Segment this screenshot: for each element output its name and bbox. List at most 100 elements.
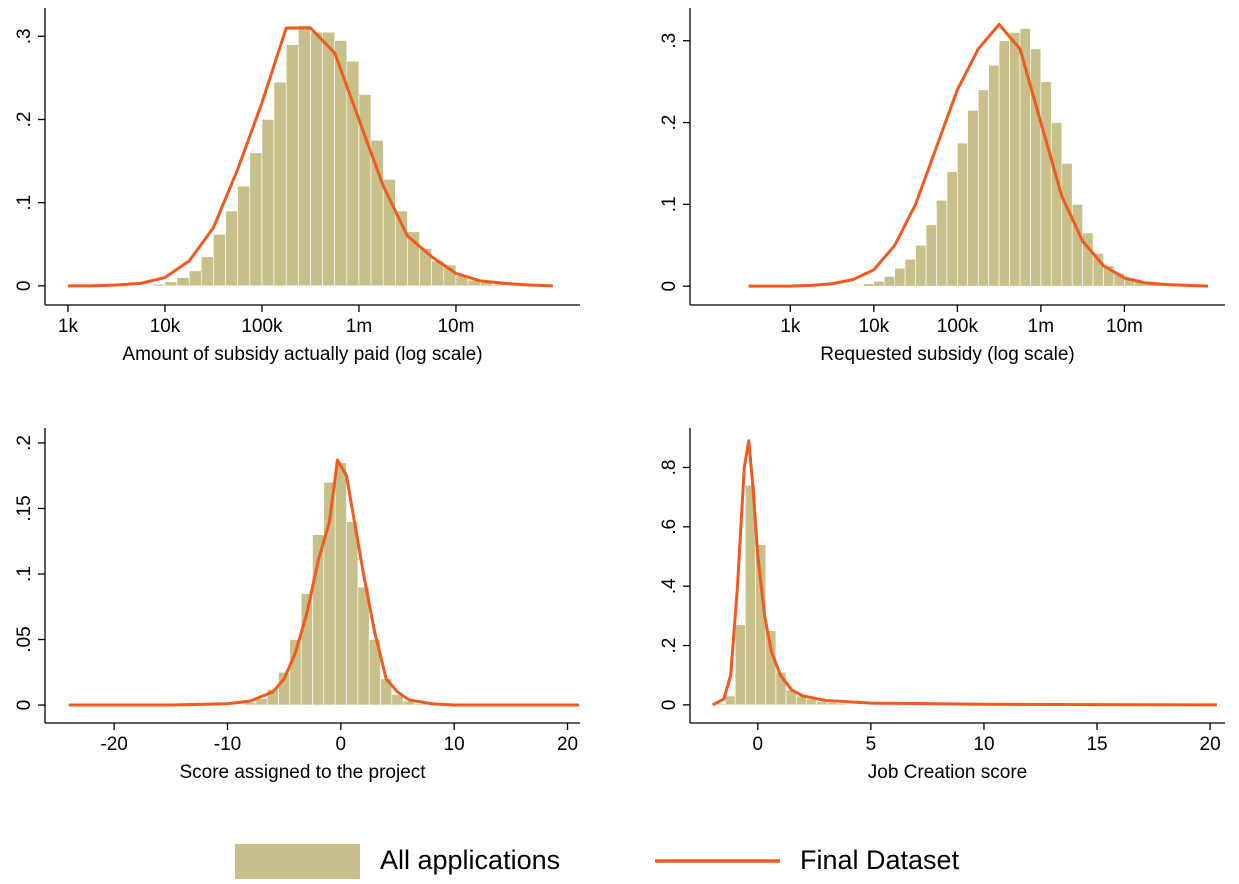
x-tick-label: 0 (336, 734, 347, 755)
panel: 0 5 10 15 20 0 .2 .4 .6 .8 Job Creation score (659, 428, 1225, 783)
y-tick-label: .8 (659, 460, 680, 476)
x-tick-label: 10k (859, 316, 890, 337)
x-tick-label: 10k (150, 316, 181, 337)
bar (346, 521, 359, 706)
x-axis-title: Score assigned to the project (179, 762, 426, 783)
bar (967, 109, 979, 287)
x-tick-label: 100k (241, 316, 283, 337)
bar (188, 270, 202, 287)
bar (894, 267, 906, 287)
x-tick-label: -10 (214, 734, 241, 755)
bar (826, 702, 838, 706)
panel: -20 -10 0 10 20 0 .05 .1 .15 .2 Score assigned to … (14, 428, 580, 783)
bar (140, 284, 154, 287)
y-tick-label: 0 (14, 281, 35, 292)
bar (334, 462, 347, 706)
bar (765, 630, 777, 706)
bar (957, 142, 969, 287)
y-tick-label: .4 (659, 578, 680, 594)
y-tick-label: .6 (659, 519, 680, 535)
bar (1030, 48, 1042, 287)
y-tick-label: 0 (659, 281, 680, 292)
bar (322, 31, 335, 287)
y-tick-label: .3 (14, 28, 35, 44)
legend: All applications Final Dataset (235, 844, 960, 879)
x-axis-title: Requested subsidy (log scale) (820, 344, 1075, 365)
y-tick-label: .15 (14, 495, 35, 521)
y-tick-label: .1 (14, 566, 35, 582)
bar (904, 258, 916, 287)
bar (237, 185, 251, 287)
bar (852, 285, 864, 287)
x-axis-title: Job Creation score (868, 762, 1027, 783)
x-tick-label: 20 (557, 734, 578, 755)
y-tick-label: .1 (14, 195, 35, 211)
bar (285, 44, 299, 287)
bar (998, 40, 1010, 287)
y-tick-label: .2 (14, 435, 35, 451)
x-tick-label: 0 (753, 734, 764, 755)
density-line (67, 26, 554, 288)
y-tick-label: .1 (659, 196, 680, 212)
bar (925, 224, 937, 287)
x-tick-label: 1k (58, 316, 79, 337)
bar (836, 703, 848, 706)
bar (298, 25, 311, 287)
bar (1009, 32, 1021, 287)
density-line (711, 439, 1217, 707)
bar (213, 233, 226, 287)
y-tick-label: .2 (659, 638, 680, 654)
x-tick-label: 1m (346, 316, 372, 337)
bar (357, 586, 370, 706)
panel: 1k 10k 100k 1m 10m 0 .1 .2 .3 Requested subsidy (… (659, 8, 1225, 365)
bar (863, 283, 875, 287)
bar (936, 199, 948, 287)
bar (1061, 163, 1073, 287)
bar (873, 280, 885, 287)
bar (1071, 204, 1083, 287)
x-tick-label: 1k (780, 316, 801, 337)
bar (988, 64, 1000, 287)
legend-swatch (235, 844, 360, 879)
bar (310, 31, 323, 287)
bar (201, 256, 214, 287)
bar (225, 210, 238, 287)
panel: 1k 10k 100k 1m 10m 0 .1 .2 .3 Amount of subsidy a… (14, 8, 580, 365)
x-tick-label: 10m (437, 316, 474, 337)
density-line (68, 458, 579, 707)
density-line (748, 22, 1209, 288)
bar (734, 624, 746, 706)
bar (1050, 122, 1063, 287)
bar (273, 81, 287, 287)
bar (370, 139, 384, 287)
bar (915, 244, 927, 287)
x-axis-title: Amount of subsidy actually paid (log sca… (122, 344, 482, 365)
x-tick-label: 10m (1106, 316, 1143, 337)
x-tick-label: 1m (1028, 316, 1054, 337)
bar (164, 281, 178, 287)
bar (946, 171, 958, 287)
x-tick-label: 20 (1200, 734, 1221, 755)
x-tick-label: 15 (1086, 734, 1107, 755)
y-tick-label: .2 (14, 112, 35, 128)
bar (775, 671, 787, 706)
bar (1040, 81, 1052, 287)
legend-label: All applications (380, 845, 560, 875)
bar (391, 694, 404, 706)
bar (724, 695, 736, 706)
y-tick-label: .2 (659, 115, 680, 131)
bar (883, 276, 896, 287)
y-tick-label: 0 (14, 700, 35, 711)
x-tick-label: 10 (973, 734, 994, 755)
bar (414, 703, 427, 706)
bar (249, 152, 263, 287)
y-tick-label: .05 (14, 626, 35, 652)
x-tick-label: -20 (100, 734, 127, 755)
x-tick-label: 100k (937, 316, 979, 337)
x-tick-label: 5 (866, 734, 877, 755)
y-tick-label: 0 (659, 700, 680, 711)
y-tick-label: .3 (659, 33, 680, 49)
bar (176, 277, 190, 287)
bar (152, 283, 166, 287)
